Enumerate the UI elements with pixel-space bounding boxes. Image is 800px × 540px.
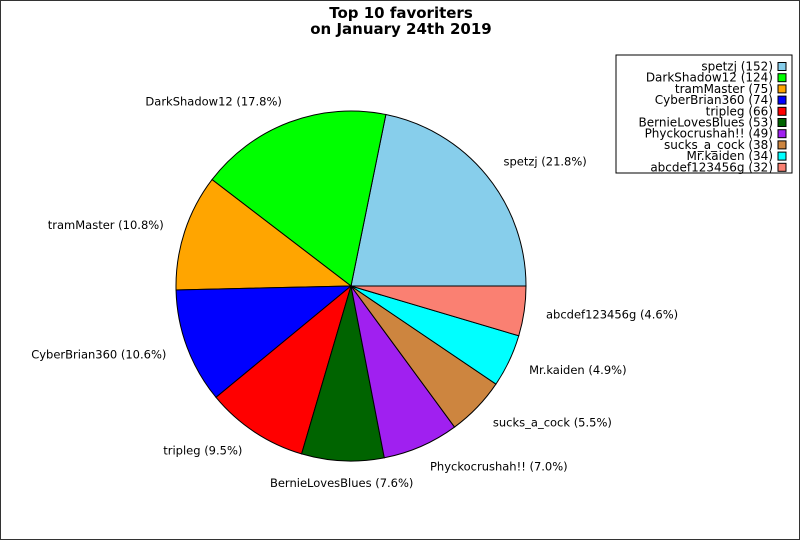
legend-swatch-bernielovesblues [777, 118, 787, 127]
legend: spetzj (152)DarkShadow12 (124)tramMaster… [615, 54, 793, 174]
legend-label-abcdef123456g: abcdef123456g (32) [650, 160, 773, 174]
legend-label-trammaster: tramMaster (75) [675, 82, 773, 96]
pie-slice-trammaster [175, 178, 353, 291]
slice-label-bernielovesblues: BernieLovesBlues (7.6%) [270, 476, 413, 490]
chart-title-line-1: Top 10 favoriters [329, 4, 473, 22]
legend-swatch-mr-kaiden [777, 151, 787, 161]
legend-swatch-phyckocrushah [777, 129, 787, 139]
slice-label-cyberbrian360: CyberBrian360 (10.6%) [31, 348, 166, 362]
pie-slice-spetzj [350, 113, 527, 287]
slice-label-sucks-a-cock: sucks_a_cock (5.5%) [493, 416, 612, 430]
legend-label-darkshadow12: DarkShadow12 (124) [646, 71, 773, 85]
legend-label-bernielovesblues: BernieLovesBlues (53) [639, 116, 773, 130]
slice-label-trammaster: tramMaster (10.8%) [48, 218, 164, 232]
pie-slice-darkshadow12 [211, 110, 387, 287]
slice-label-abcdef123456g: abcdef123456g (4.6%) [546, 307, 678, 321]
pie-slices [175, 110, 527, 462]
legend-swatch-sucks-a-cock [777, 140, 787, 150]
slice-labels: spetzj (21.8%) DarkShadow12 (17.8%) tramMa… [31, 95, 678, 490]
legend-label-cyberbrian360: CyberBrian360 (74) [655, 93, 773, 107]
legend-swatch-spetzj [777, 62, 787, 71]
legend-label-tripleg: tripleg (66) [706, 104, 773, 118]
legend-label-mr-kaiden: Mr.kaiden (34) [687, 149, 773, 163]
slice-label-spetzj: spetzj (21.8%) [504, 154, 587, 168]
legend-label-phyckocrushah: Phyckocrushah!! (49) [645, 127, 773, 141]
legend-swatch-cyberbrian360 [777, 95, 787, 105]
legend-swatch-abcdef123456g [777, 162, 787, 172]
legend-swatch-trammaster [777, 84, 787, 94]
legend-swatch-tripleg [777, 106, 787, 116]
pie-slice-cyberbrian360 [175, 285, 353, 399]
legend-label-sucks-a-cock: sucks_a_cock (38) [664, 138, 773, 152]
legend-box [615, 54, 793, 174]
pie-slice-tripleg [215, 284, 352, 455]
chart-title-line-2: on January 24th 2019 [310, 20, 491, 38]
pie-slice-abcdef123456g [350, 285, 527, 337]
slice-label-phyckocrushah: Phyckocrushah!! (7.0%) [430, 460, 568, 474]
slice-label-mr-kaiden: Mr.kaiden (4.9%) [529, 363, 626, 377]
legend-swatch-darkshadow12 [777, 73, 787, 83]
slice-label-darkshadow12: DarkShadow12 (17.8%) [145, 95, 281, 109]
legend-label-spetzj: spetzj (152) [701, 60, 773, 74]
slice-label-tripleg: tripleg (9.5%) [163, 443, 242, 457]
